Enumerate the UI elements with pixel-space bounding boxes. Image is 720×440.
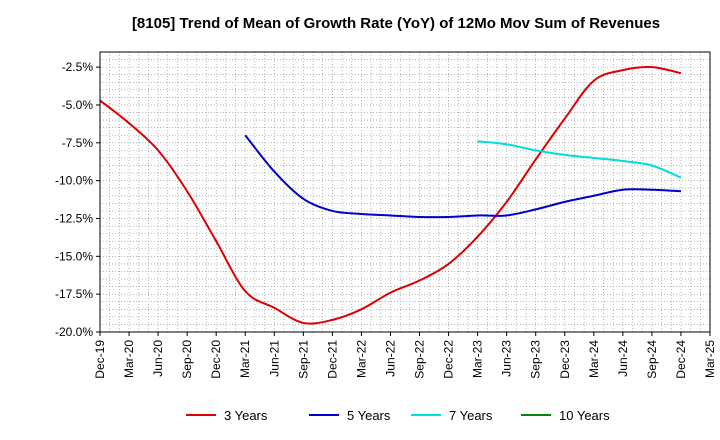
series-line-7-years: [477, 140, 682, 179]
x-tick-label: Sep-20: [180, 340, 194, 379]
y-tick-label: -10.0%: [55, 174, 93, 188]
series-lines: [99, 66, 682, 325]
x-tick-label: Jun-22: [383, 340, 397, 377]
x-tick-label: Mar-24: [587, 340, 601, 378]
y-tick-label: -2.5%: [62, 60, 94, 74]
y-axis-ticks: -2.5% -5.0% -7.5% -10.0% -12.5% -15.0% -17.5% -…: [55, 60, 100, 339]
y-tick-label: -20.0%: [55, 325, 93, 339]
x-tick-label: Sep-24: [645, 340, 659, 379]
x-axis-ticks: Dec-19 Mar-20 Jun-20 Sep-20 Dec-20 Mar-21 Jun-…: [93, 332, 717, 379]
grid: [100, 52, 710, 332]
x-tick-label: Jun-24: [616, 340, 630, 377]
legend: 3 Years 5 Years 7 Years 10 Years: [186, 408, 610, 423]
x-tick-label: Jun-23: [500, 340, 514, 377]
x-tick-label: Mar-23: [471, 340, 485, 378]
x-tick-label: Dec-23: [558, 340, 572, 379]
y-tick-label: -15.0%: [55, 249, 93, 263]
legend-label: 10 Years: [559, 408, 610, 423]
x-tick-label: Mar-25: [703, 340, 717, 378]
x-tick-label: Dec-19: [93, 340, 107, 379]
x-tick-label: Sep-21: [296, 340, 310, 379]
chart-title: [8105] Trend of Mean of Growth Rate (YoY…: [132, 15, 660, 32]
series-line-5-years: [244, 134, 682, 219]
x-tick-label: Mar-21: [238, 340, 252, 378]
x-tick-label: Sep-22: [413, 340, 427, 379]
y-tick-label: -12.5%: [55, 211, 93, 225]
x-tick-label: Sep-23: [529, 340, 543, 379]
plot-frame: [99, 51, 711, 333]
series-line-3-years: [99, 66, 682, 325]
x-tick-label: Jun-21: [267, 340, 281, 377]
y-tick-label: -5.0%: [62, 98, 94, 112]
y-tick-label: -17.5%: [55, 287, 93, 301]
x-tick-label: Mar-20: [122, 340, 136, 378]
x-tick-label: Dec-20: [209, 340, 223, 379]
x-tick-label: Dec-21: [325, 340, 339, 379]
y-tick-label: -7.5%: [62, 136, 94, 150]
x-tick-label: Dec-24: [674, 340, 688, 379]
x-tick-label: Jun-20: [151, 340, 165, 377]
legend-label: 3 Years: [224, 408, 268, 423]
legend-label: 7 Years: [449, 408, 493, 423]
x-tick-label: Mar-22: [354, 340, 368, 378]
legend-label: 5 Years: [347, 408, 391, 423]
x-tick-label: Dec-22: [442, 340, 456, 379]
